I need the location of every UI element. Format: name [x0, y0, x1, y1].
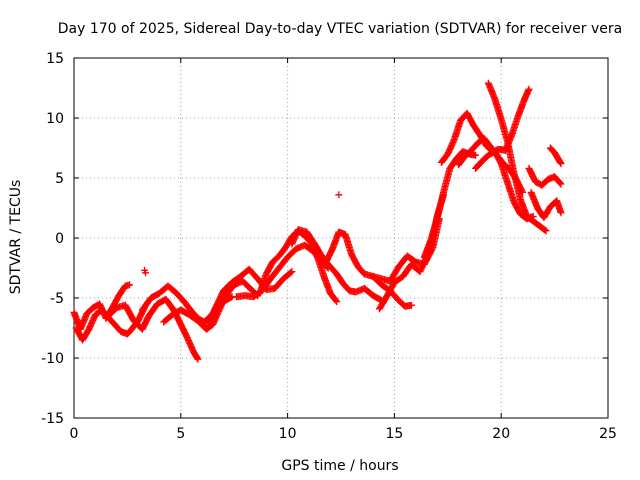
data-point	[541, 226, 549, 234]
data-point	[288, 268, 296, 276]
x-tick-label: 15	[385, 426, 403, 442]
series-track-19	[527, 188, 565, 222]
data-point	[556, 179, 564, 187]
data-point	[126, 281, 134, 289]
x-tick-label: 0	[70, 426, 79, 442]
data-point	[335, 191, 343, 199]
data-point	[142, 269, 150, 277]
y-tick-label: 15	[46, 51, 64, 67]
data-point	[472, 151, 480, 159]
grid-lines	[74, 58, 608, 418]
x-tick-label: 25	[599, 426, 617, 442]
data-point	[542, 227, 550, 235]
x-axis-label: GPS time / hours	[281, 458, 398, 474]
series-isolated	[140, 191, 343, 277]
chart-title: Day 170 of 2025, Sidereal Day-to-day VTE…	[58, 21, 622, 37]
series-track-6	[205, 265, 296, 331]
x-tick-label: 20	[492, 426, 510, 442]
data-point	[332, 296, 340, 304]
data-point	[333, 298, 341, 306]
y-tick-label: 5	[55, 171, 64, 187]
data-point	[194, 355, 202, 363]
data-point	[557, 209, 565, 217]
data-markers	[70, 79, 565, 363]
series-track-14	[437, 85, 533, 166]
data-point	[407, 301, 415, 309]
data-point	[556, 158, 564, 166]
series-track-13	[420, 148, 480, 261]
y-axis-label: SDTVAR / TECUs	[8, 180, 24, 295]
y-tick-label: -5	[50, 291, 64, 307]
y-tick-label: 10	[46, 111, 64, 127]
series-track-3	[104, 295, 202, 363]
series-track-2	[72, 304, 148, 344]
data-point	[557, 180, 565, 188]
x-tick-label: 10	[279, 426, 297, 442]
x-tick-label: 5	[176, 426, 185, 442]
data-point	[557, 160, 565, 168]
y-tick-label: -10	[41, 351, 64, 367]
y-tick-label: 0	[55, 231, 64, 247]
series-track-17	[484, 79, 550, 235]
data-point	[287, 269, 295, 277]
data-point	[193, 354, 201, 362]
series-track-18	[525, 164, 565, 189]
series-track-20	[546, 144, 565, 168]
y-tick-label: -15	[41, 411, 64, 427]
data-point	[525, 85, 533, 93]
axis-ticks: 0 5 10 15 20 25 -15 -10 -5 0 5 10 15	[41, 51, 617, 442]
